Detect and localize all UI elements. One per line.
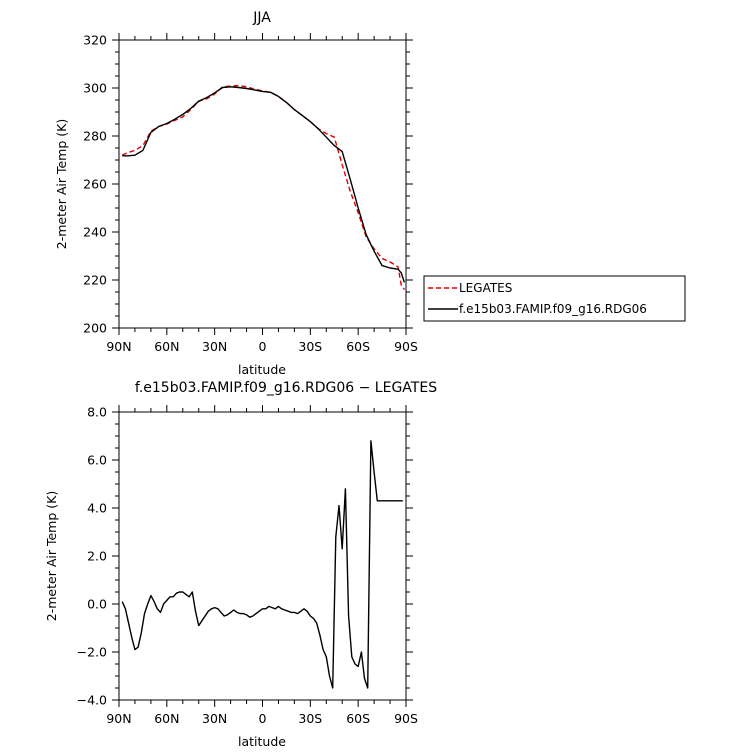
bottom-plot-frame (118, 411, 407, 701)
bottom-x-tick-label: 60S (346, 711, 370, 726)
top-y-tick-label: 220 (83, 273, 107, 288)
top-x-axis-label: latitude (238, 362, 286, 377)
bottom-y-tick-label: 8.0 (87, 405, 107, 420)
top-y-axis-label: 2-meter Air Temp (K) (54, 119, 69, 249)
top-y-tick-label: 240 (83, 225, 107, 240)
top-y-tick-label: 200 (83, 321, 107, 336)
legend: LEGATES f.e15b03.FAMIP.f09_g16.RDG06 (423, 275, 686, 322)
top-x-tick-label: 60S (346, 339, 370, 354)
bottom-y-tick-label: 6.0 (87, 453, 107, 468)
top-chart: JJA 90N 60N 30N 0 30S 60S 90S 200 220 240 260 280 30… (54, 10, 418, 377)
bottom-x-tick-label: 0 (259, 711, 267, 726)
bottom-x-tick-label: 30S (298, 711, 322, 726)
top-x-tick-label: 30S (298, 339, 322, 354)
top-y-tick-label: 280 (83, 129, 107, 144)
top-chart-title: JJA (252, 10, 271, 26)
bottom-y-tick-label: −2.0 (77, 645, 107, 660)
top-x-tick-label: 60N (154, 339, 179, 354)
bottom-chart: f.e15b03.FAMIP.f09_g16.RDG06 − LEGATES 9… (44, 380, 437, 749)
bottom-x-tick-label: 90S (394, 711, 418, 726)
top-x-tick-label: 90S (394, 339, 418, 354)
top-y-tick-label: 300 (83, 81, 107, 96)
bottom-y-tick-label: 0.0 (87, 597, 107, 612)
top-series-line-1 (122, 86, 406, 283)
bottom-chart-title: f.e15b03.FAMIP.f09_g16.RDG06 − LEGATES (135, 380, 437, 396)
bottom-x-tick-label: 90N (106, 711, 131, 726)
top-x-tick-label: 0 (259, 339, 267, 354)
bottom-y-tick-label: 2.0 (87, 549, 107, 564)
top-y-tick-label: 260 (83, 177, 107, 192)
bottom-x-tick-label: 30N (202, 711, 227, 726)
legend-box (423, 275, 686, 322)
top-x-tick-label: 30N (202, 339, 227, 354)
bottom-y-tick-label: 4.0 (87, 501, 107, 516)
bottom-series-line-0 (121, 440, 403, 689)
top-x-tick-label: 90N (106, 339, 131, 354)
bottom-x-axis-label: latitude (238, 734, 286, 749)
legend-label-legates: LEGATES (459, 281, 512, 295)
bottom-x-tick-label: 60N (154, 711, 179, 726)
top-plot-frame (118, 39, 407, 329)
top-y-tick-label: 320 (83, 33, 107, 48)
bottom-y-tick-label: −4.0 (77, 693, 107, 708)
top-series-line-0 (121, 84, 405, 290)
legend-label-model: f.e15b03.FAMIP.f09_g16.RDG06 (459, 302, 647, 316)
bottom-y-axis-label: 2-meter Air Temp (K) (44, 491, 59, 621)
